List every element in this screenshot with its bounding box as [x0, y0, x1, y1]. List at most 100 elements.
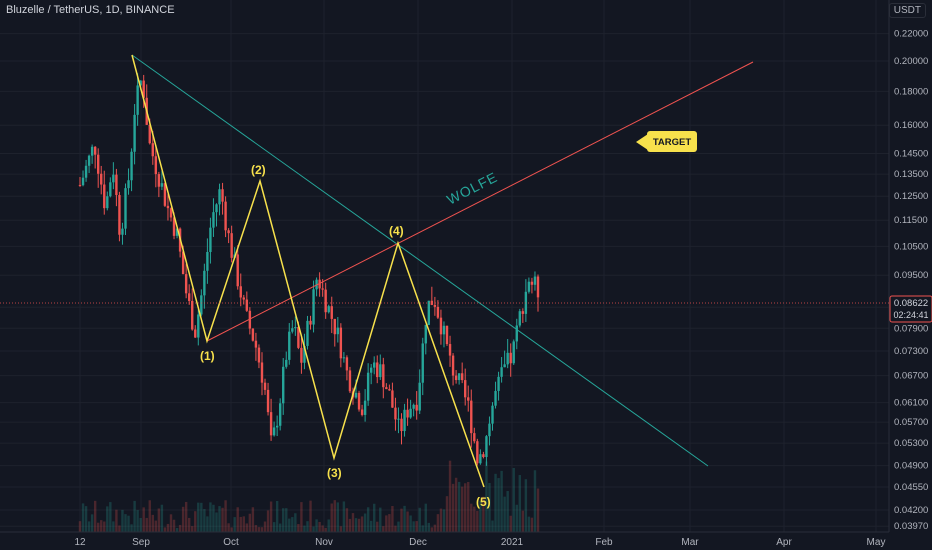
- candle-body: [512, 341, 515, 364]
- wolfe-point-2-label: (2): [251, 163, 266, 177]
- volume-bar: [184, 501, 188, 532]
- candle-body: [187, 293, 191, 301]
- candle-body: [373, 362, 376, 368]
- time-tick-label: 2021: [501, 537, 524, 548]
- candle-body: [306, 320, 309, 346]
- candle-body: [121, 228, 124, 235]
- time-tick-label: 12: [74, 537, 86, 548]
- candle-body: [527, 281, 531, 292]
- candle-body: [224, 201, 227, 231]
- volume-bar: [78, 521, 82, 532]
- currency-selector[interactable]: USDT: [888, 3, 926, 18]
- candle-body: [366, 372, 370, 401]
- candle-body: [521, 311, 525, 314]
- candle-body: [348, 370, 352, 392]
- volume-bar: [263, 521, 267, 532]
- volume-bar: [278, 523, 282, 532]
- candle-body: [230, 233, 233, 258]
- candle-body: [163, 183, 167, 206]
- volume-bar: [327, 519, 330, 532]
- countdown-value: 02:24:41: [893, 310, 928, 320]
- volume-bar: [254, 525, 258, 532]
- candle-body: [260, 362, 264, 383]
- volume-bar: [430, 527, 434, 532]
- candle-body: [327, 306, 330, 313]
- candle-body: [282, 366, 285, 404]
- candle-body: [430, 300, 434, 305]
- candle-body: [491, 405, 494, 424]
- candle-body: [112, 174, 115, 183]
- symbol-title[interactable]: Bluzelle / TetherUS, 1D, BINANCE: [6, 4, 175, 16]
- volume-bar: [403, 505, 406, 532]
- time-axis[interactable]: 12 Sep Oct Nov Dec 2021 Feb Mar Apr May: [0, 531, 889, 548]
- candle-body: [96, 154, 100, 174]
- candle-body: [412, 404, 415, 409]
- price-tick-label: 0.04550: [894, 482, 928, 493]
- volume-bar: [363, 513, 367, 532]
- candle-body: [536, 276, 540, 298]
- volume-bar: [272, 522, 276, 532]
- volume-bar: [106, 506, 109, 532]
- candle-body: [494, 390, 497, 406]
- volume-bar: [379, 507, 382, 532]
- candle-body: [133, 114, 136, 152]
- time-axis-ticks: 12 Sep Oct Nov Dec 2021 Feb Mar Apr May: [74, 537, 885, 548]
- volume-bar: [124, 514, 127, 532]
- volume-bar: [291, 517, 294, 532]
- volume-bar: [96, 522, 100, 532]
- volume-bar: [109, 502, 112, 532]
- volume-bar: [409, 515, 412, 532]
- volume-bar: [84, 506, 88, 532]
- candle-body: [339, 327, 343, 359]
- volume-bar: [515, 504, 518, 532]
- volume-bar: [342, 501, 346, 532]
- volume-bar: [345, 508, 349, 532]
- price-axis-ticks: 0.22000 0.20000 0.18000 0.16000 0.14500 0.135…: [894, 29, 928, 533]
- candle-body: [160, 183, 164, 187]
- candle-body: [166, 205, 170, 209]
- volume-bar: [491, 520, 494, 532]
- price-tick-label: 0.07900: [894, 323, 928, 334]
- volume-bar: [476, 510, 479, 532]
- candle-body: [533, 276, 537, 285]
- volume-bar: [351, 513, 355, 532]
- candle-body: [212, 212, 215, 228]
- candle-body: [118, 195, 121, 235]
- volume-bar: [100, 520, 103, 532]
- candle-body: [318, 279, 321, 289]
- volume-bar: [136, 510, 139, 532]
- volume-bar: [485, 461, 488, 532]
- wolfe-trend-line-1-4[interactable]: [131, 54, 709, 467]
- candle-body: [497, 376, 500, 391]
- price-tick-label: 0.10500: [894, 241, 928, 252]
- volume-bar: [127, 515, 130, 532]
- candle-body: [415, 404, 418, 411]
- wolfe-wave-line[interactable]: [131, 54, 485, 488]
- volume-bar: [415, 521, 418, 532]
- volume-bar: [360, 516, 364, 532]
- candle-body: [93, 146, 97, 155]
- candle-body: [172, 217, 176, 236]
- volume-bar: [239, 516, 242, 532]
- volume-bar: [300, 502, 303, 532]
- candle-body: [342, 357, 346, 359]
- volume-bar: [406, 511, 409, 532]
- price-tick-label: 0.05700: [894, 417, 928, 428]
- price-axis[interactable]: 0.22000 0.20000 0.18000 0.16000 0.14500 0.135…: [0, 0, 932, 532]
- candle-body: [312, 289, 315, 325]
- volume-bar: [187, 517, 191, 532]
- volume-bar: [336, 502, 340, 532]
- price-tick-label: 0.06100: [894, 398, 928, 409]
- wolfe-target-line-1-4[interactable]: [206, 61, 754, 342]
- candle-body: [184, 274, 188, 294]
- volume-bar: [433, 524, 437, 532]
- volume-bar: [148, 500, 151, 532]
- volume-bar: [103, 521, 106, 532]
- target-callout[interactable]: TARGET: [636, 131, 697, 152]
- volume-bar: [169, 514, 173, 532]
- volume-bar: [285, 508, 288, 532]
- candle-body: [272, 427, 276, 436]
- volume-bar: [245, 523, 249, 532]
- price-tick-label: 0.04200: [894, 505, 928, 516]
